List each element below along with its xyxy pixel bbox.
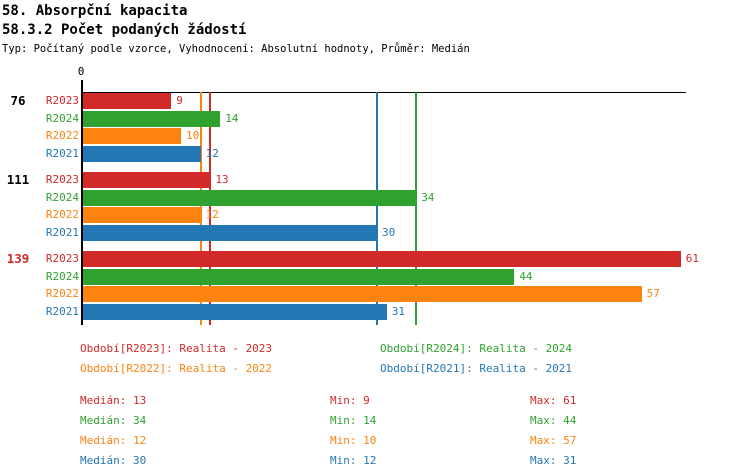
bar-series-label: R2021 [45,226,79,240]
bar-series-label: R2022 [45,287,79,301]
stat-max-r2022: Max: 57 [530,434,577,447]
bar-series-label: R2023 [45,94,79,107]
bar-value-label: 61 [685,252,700,265]
chart-subtitle: 58.3.2 Počet podaných žádostí [2,22,247,38]
bar-r2022 [83,207,201,224]
median-line-r2024 [415,92,418,325]
bar-r2023 [83,172,211,188]
bar-r2023 [83,93,172,109]
bar-value-label: 44 [519,269,533,283]
bar-value-label: 34 [421,190,435,204]
bar-r2021 [83,146,201,163]
group-label: 111 [6,172,30,187]
bar-r2022 [83,286,642,303]
bar-value-label: 57 [646,287,660,301]
bar-series-label: R2021 [45,147,79,161]
group-label: 139 [6,251,30,266]
bar-value-label: 9 [176,94,183,107]
plot-area: 76 R2023 9 R2024 14 R2022 10 R2021 12 111 R2023 13 R… [7,92,723,325]
stat-median-r2022: Medián: 12 [80,434,147,447]
bar-value-label: 12 [205,208,219,222]
stat-max-r2024: Max: 44 [530,414,577,427]
y-axis-line [81,80,83,325]
stat-min-r2022: Min: 10 [330,434,377,447]
bar-series-label: R2022 [45,208,79,222]
median-line-r2022 [199,92,202,325]
legend-item-r2024: Období[R2024]: Realita - 2024 [380,342,573,355]
bar-r2024 [83,110,221,127]
stat-median-r2021: Medián: 30 [80,454,147,467]
stat-max-r2023: Max: 61 [530,394,577,407]
bar-r2022 [83,128,181,145]
bar-r2021 [83,304,387,321]
stat-median-r2023: Medián: 13 [80,394,147,407]
chart-meta-line: Typ: Počítaný podle vzorce, Vyhodnocení:… [2,43,470,55]
bar-r2024 [83,268,515,285]
bar-value-label: 10 [186,129,200,143]
x-axis-line [81,92,686,93]
chart-title: 58. Absorpční kapacita [2,3,188,19]
bar-series-label: R2024 [45,111,79,125]
stat-min-r2023: Min: 9 [330,394,370,407]
median-line-r2023 [209,92,212,325]
bar-value-label: 13 [215,173,229,186]
stat-median-r2024: Medián: 34 [80,414,147,427]
bar-r2023 [83,251,681,267]
group-label: 76 [10,93,26,108]
bar-r2021 [83,225,377,242]
stat-max-r2021: Max: 31 [530,454,577,467]
bar-series-label: R2023 [45,173,79,186]
legend-item-r2022: Období[R2022]: Realita - 2022 [80,362,273,375]
axis-zero-label: 0 [77,65,85,78]
bar-value-label: 31 [391,305,406,319]
bar-value-label: 14 [225,111,239,125]
bar-series-label: R2024 [45,269,79,283]
bar-series-label: R2023 [45,252,79,265]
bar-series-label: R2022 [45,129,79,143]
legend-item-r2023: Období[R2023]: Realita - 2023 [80,342,273,355]
bar-value-label: 30 [382,226,396,240]
bar-r2024 [83,189,417,206]
bar-series-label: R2021 [45,305,79,319]
stat-min-r2024: Min: 14 [330,414,377,427]
median-line-r2021 [376,92,378,325]
legend-item-r2021: Období[R2021]: Realita - 2021 [380,362,573,375]
bar-value-label: 12 [205,147,219,161]
bar-series-label: R2024 [45,190,79,204]
stat-min-r2021: Min: 12 [330,454,377,467]
